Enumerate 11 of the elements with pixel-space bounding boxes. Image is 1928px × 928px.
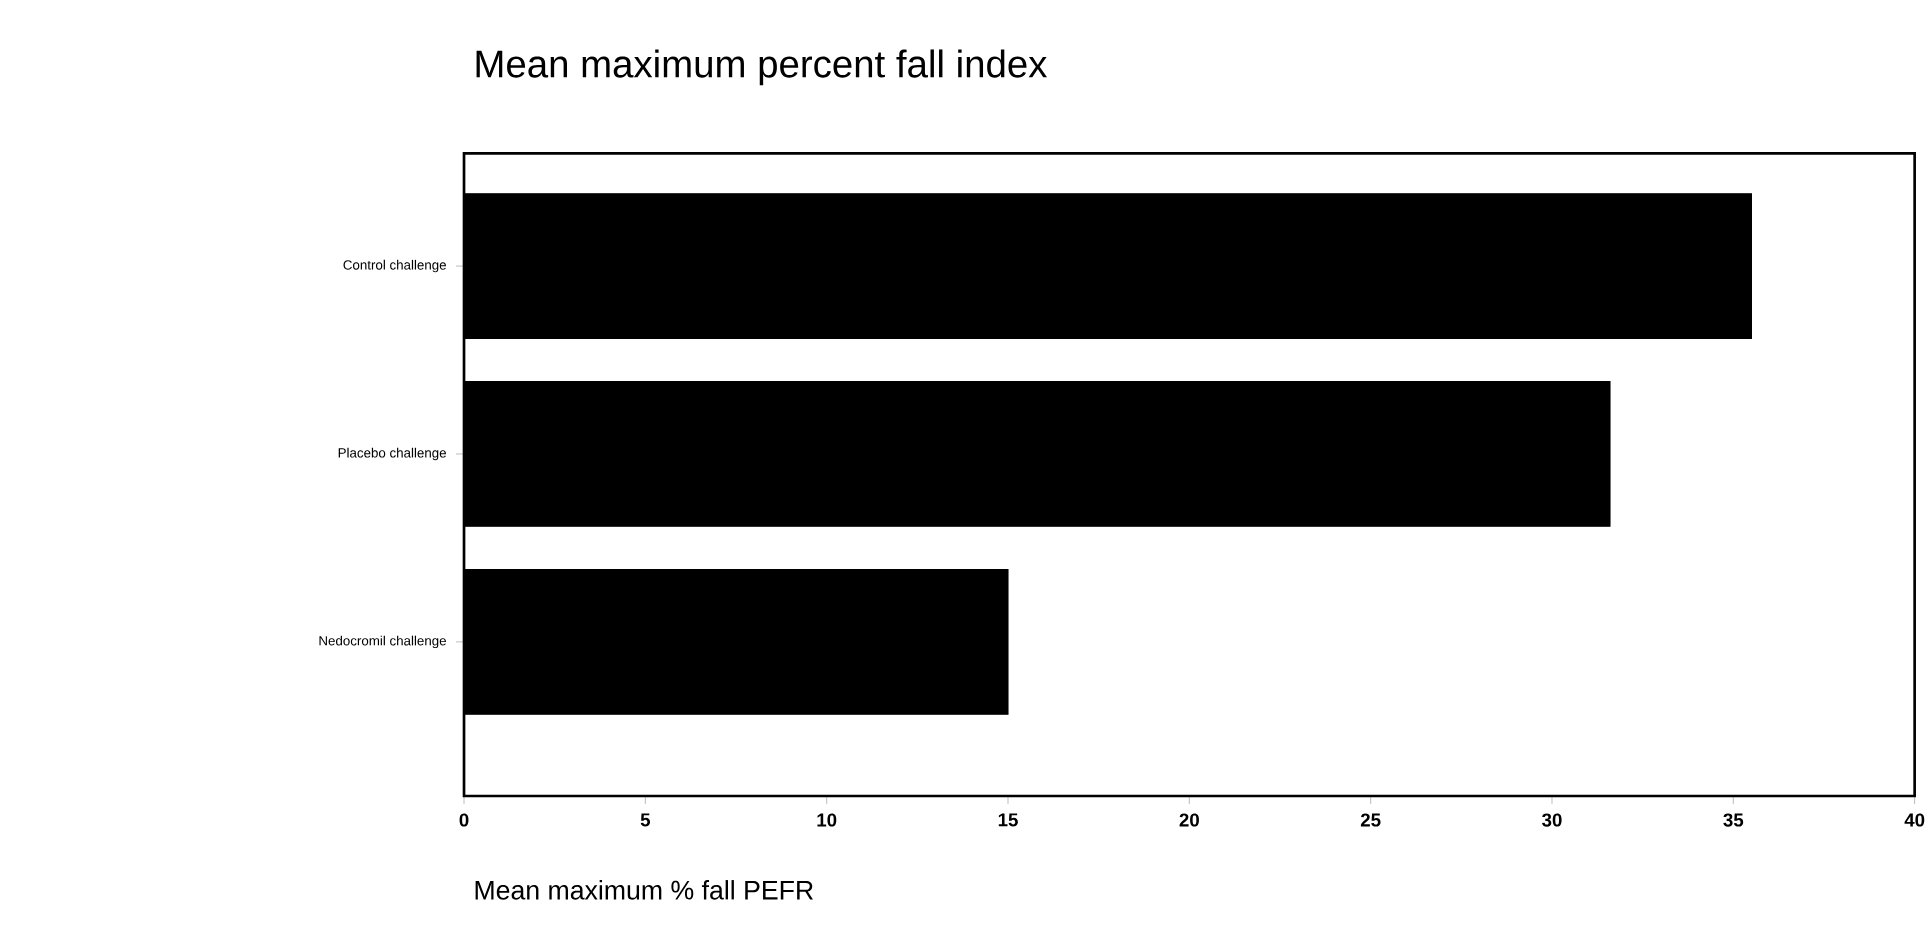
x-tick-label: 0 (459, 813, 469, 827)
chart-title: Mean maximum percent fall index (476, 49, 1047, 86)
x-tick-label: 30 (1542, 813, 1562, 827)
x-tick-label: 25 (1360, 813, 1381, 827)
x-tick-label: 10 (817, 813, 837, 827)
x-tick-label: 35 (1723, 813, 1744, 827)
x-tick-label: 40 (1904, 813, 1925, 827)
x-tick-label: 15 (998, 813, 1018, 827)
x-axis-title: Mean maximum % fall PEFR (475, 880, 813, 900)
x-tick-label: 5 (640, 813, 651, 827)
x-tick-label: 20 (1179, 813, 1199, 827)
